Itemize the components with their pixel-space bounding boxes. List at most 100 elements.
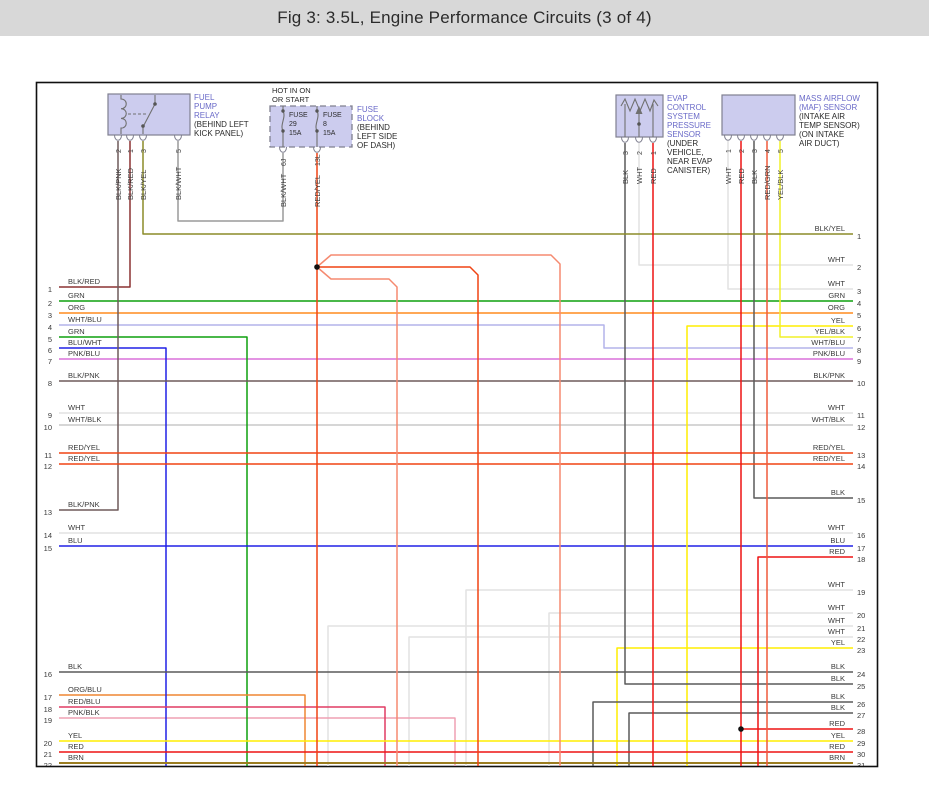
right-row-number: 15 bbox=[857, 496, 865, 505]
maf-wire-label: BLK bbox=[750, 170, 759, 184]
fuse-block-location-line: (BEHIND bbox=[357, 123, 390, 132]
right-row-label: ORG bbox=[828, 303, 845, 312]
left-row-label: WHT/BLK bbox=[68, 415, 101, 424]
maf-box bbox=[721, 94, 796, 136]
right-row-label: BLK bbox=[831, 488, 845, 497]
wire-wht-row22 bbox=[408, 636, 853, 766]
left-row-label: WHT bbox=[68, 403, 85, 412]
right-row-label: BLU bbox=[830, 536, 845, 545]
evap-wire-label: RED bbox=[649, 168, 658, 184]
right-row-number: 24 bbox=[857, 670, 865, 679]
evap-name-line: SYSTEM bbox=[667, 112, 700, 121]
evap-location-line: NEAR EVAP bbox=[667, 157, 712, 166]
left-row-number: 13 bbox=[44, 508, 52, 517]
wire-pnkblk-row19 bbox=[59, 717, 456, 766]
right-row-label: YEL/BLK bbox=[815, 327, 845, 336]
relay-location-line: (BEHIND LEFT bbox=[194, 120, 249, 129]
fuse-block-header-line: OR START bbox=[272, 95, 310, 104]
right-row-label: RED bbox=[829, 719, 845, 728]
right-row-number: 23 bbox=[857, 646, 865, 655]
fuse-dot bbox=[315, 129, 319, 133]
right-row-label: WHT bbox=[828, 580, 845, 589]
left-row-label: BLK bbox=[68, 662, 82, 671]
left-row-number: 19 bbox=[44, 716, 52, 725]
fuse-block-location-line: LEFT SIDE bbox=[357, 132, 397, 141]
fuse-block-name-line: FUSE bbox=[357, 105, 378, 114]
evap-wire-label: WHT bbox=[635, 167, 644, 184]
wires bbox=[59, 141, 853, 766]
left-row-number: 14 bbox=[44, 531, 52, 540]
left-row-label: BRN bbox=[68, 753, 84, 762]
left-row-label: GRN bbox=[68, 327, 85, 336]
page-title: Fig 3: 3.5L, Engine Performance Circuits… bbox=[277, 8, 652, 27]
right-row-number: 26 bbox=[857, 700, 865, 709]
right-row-number: 7 bbox=[857, 335, 861, 344]
left-row-number: 9 bbox=[48, 411, 52, 420]
right-row-label: YEL bbox=[831, 316, 845, 325]
left-row-label: RED/YEL bbox=[68, 443, 100, 452]
right-row-number: 4 bbox=[857, 299, 861, 308]
left-row-number: 22 bbox=[44, 761, 52, 770]
maf-wire-label: RED bbox=[737, 168, 746, 184]
wire-red-row18r bbox=[757, 556, 853, 766]
maf-location-line: (ON INTAKE bbox=[799, 130, 844, 139]
right-row-number: 22 bbox=[857, 635, 865, 644]
right-row-label: WHT bbox=[828, 523, 845, 532]
left-row-number: 7 bbox=[48, 357, 52, 366]
right-row-number: 12 bbox=[857, 423, 865, 432]
wire-redyel-branch-a bbox=[316, 254, 561, 766]
component-evap-pressure-sensor: EVAP CONTROL SYSTEM PRESSURE SENSOR (UND… bbox=[615, 94, 712, 184]
right-row-number: 11 bbox=[857, 411, 865, 420]
evap-name-line: CONTROL bbox=[667, 103, 707, 112]
right-row-number: 21 bbox=[857, 624, 865, 633]
right-row-label: BRN bbox=[829, 753, 845, 762]
right-row-label: RED/YEL bbox=[813, 443, 845, 452]
maf-name-line: (MAF) SENSOR bbox=[799, 103, 857, 112]
right-row-number: 2 bbox=[857, 263, 861, 272]
right-row-label: RED bbox=[829, 742, 845, 751]
junction-dot bbox=[738, 726, 744, 732]
component-fuel-pump-relay: FUEL PUMP RELAY (BEHIND LEFT KICK PANEL)… bbox=[107, 93, 249, 200]
maf-name-line: MASS AIRFLOW bbox=[799, 94, 860, 103]
fuse-label: FUSE bbox=[289, 112, 308, 119]
maf-wire-label: YEL/BLK bbox=[776, 170, 785, 200]
right-row-label: YEL bbox=[831, 638, 845, 647]
right-row-number: 5 bbox=[857, 311, 861, 320]
left-row-label: RED/BLU bbox=[68, 697, 101, 706]
right-row-label: RED bbox=[829, 547, 845, 556]
component-fuse-block: HOT IN ON OR START FUSE 29 15A FUSE 8 15… bbox=[269, 86, 397, 207]
evap-dot bbox=[637, 122, 641, 126]
left-row-number: 8 bbox=[48, 379, 52, 388]
wire-yel-row23 bbox=[616, 647, 853, 766]
right-row-number: 10 bbox=[857, 379, 865, 388]
right-row-number: 31 bbox=[857, 761, 865, 770]
right-row-number: 8 bbox=[857, 346, 861, 355]
wire-blkyel-row1r bbox=[142, 141, 853, 235]
right-row-label: BLK bbox=[831, 703, 845, 712]
right-row-label: RED/YEL bbox=[813, 454, 845, 463]
left-row-label: ORG bbox=[68, 303, 85, 312]
wire-redyel-branch-c bbox=[316, 266, 398, 766]
left-row-number: 6 bbox=[48, 346, 52, 355]
right-row-number: 30 bbox=[857, 750, 865, 759]
relay-symbol bbox=[120, 95, 156, 134]
fuse-pin-number: 6J bbox=[281, 159, 288, 166]
right-row-label: BLK bbox=[831, 692, 845, 701]
fuse-label: FUSE bbox=[323, 112, 342, 119]
wire-orgblu-row17 bbox=[59, 694, 306, 766]
right-row-number: 19 bbox=[857, 588, 865, 597]
right-row-label: WHT bbox=[828, 627, 845, 636]
maf-location-line: (INTAKE AIR bbox=[799, 112, 845, 121]
relay-contact-dot bbox=[141, 124, 145, 128]
left-row-number: 11 bbox=[44, 451, 52, 460]
left-row-label: BLK/PNK bbox=[68, 500, 100, 509]
evap-pin-number: 3 bbox=[623, 151, 630, 155]
wire-yel-row6r bbox=[686, 325, 853, 766]
left-row-number: 21 bbox=[44, 750, 52, 759]
left-row-label: BLK/RED bbox=[68, 277, 101, 286]
right-row-label: WHT bbox=[828, 279, 845, 288]
wire-wht-row19 bbox=[465, 589, 853, 766]
relay-wire-label: BLK/PNK bbox=[114, 168, 123, 200]
relay-location-line: KICK PANEL) bbox=[194, 129, 244, 138]
left-row-number: 10 bbox=[44, 423, 52, 432]
